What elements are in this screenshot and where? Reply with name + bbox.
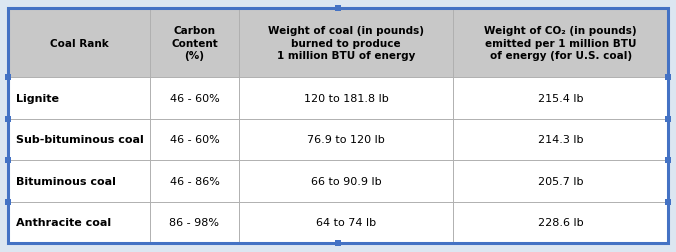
Bar [8, 161, 668, 202]
Bar [8, 78, 668, 119]
Text: Lignite: Lignite [16, 94, 59, 104]
Text: 46 - 86%: 46 - 86% [170, 176, 220, 186]
Text: 120 to 181.8 lb: 120 to 181.8 lb [304, 94, 389, 104]
Text: 76.9 to 120 lb: 76.9 to 120 lb [308, 135, 385, 145]
Text: Carbon
Content
(%): Carbon Content (%) [171, 26, 218, 61]
Text: 64 to 74 lb: 64 to 74 lb [316, 217, 377, 228]
Text: 86 - 98%: 86 - 98% [170, 217, 220, 228]
Text: 228.6 lb: 228.6 lb [538, 217, 583, 228]
Text: Weight of coal (in pounds)
burned to produce
1 million BTU of energy: Weight of coal (in pounds) burned to pro… [268, 26, 425, 61]
Text: 214.3 lb: 214.3 lb [538, 135, 583, 145]
Text: 46 - 60%: 46 - 60% [170, 94, 220, 104]
Text: Weight of CO₂ (in pounds)
emitted per 1 million BTU
of energy (for U.S. coal): Weight of CO₂ (in pounds) emitted per 1 … [485, 26, 637, 61]
Text: 215.4 lb: 215.4 lb [538, 94, 583, 104]
Text: Sub-bituminous coal: Sub-bituminous coal [16, 135, 144, 145]
Bar [8, 202, 668, 243]
Bar [8, 119, 668, 161]
Text: Coal Rank: Coal Rank [49, 38, 108, 48]
Text: Anthracite coal: Anthracite coal [16, 217, 112, 228]
Text: 66 to 90.9 lb: 66 to 90.9 lb [311, 176, 381, 186]
Text: 205.7 lb: 205.7 lb [538, 176, 583, 186]
Bar [8, 9, 668, 78]
Text: 46 - 60%: 46 - 60% [170, 135, 220, 145]
Text: Bituminous coal: Bituminous coal [16, 176, 116, 186]
